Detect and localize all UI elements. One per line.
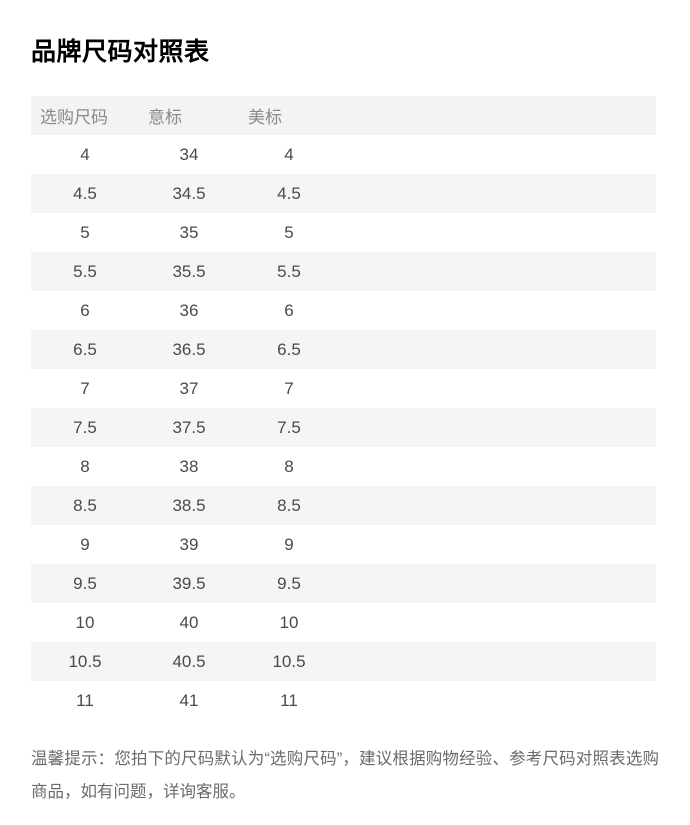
size-conversion-table: 选购尺码 意标 美标 4 34 4 4.5 34.5 4.5 5 35 5 5.5 35.5 5.5 6…: [31, 96, 656, 720]
table-row: 8.5 38.5 8.5: [31, 486, 656, 525]
cell-italian-size: 38.5: [139, 486, 239, 525]
cell-italian-size: 37.5: [139, 408, 239, 447]
cell-purchase-size: 9: [31, 525, 139, 564]
cell-us-size: 10: [239, 603, 339, 642]
cell-italian-size: 38: [139, 447, 239, 486]
cell-spacer: [339, 174, 656, 213]
cell-purchase-size: 6: [31, 291, 139, 330]
table-row: 8 38 8: [31, 447, 656, 486]
cell-italian-size: 39: [139, 525, 239, 564]
cell-purchase-size: 8.5: [31, 486, 139, 525]
cell-us-size: 6.5: [239, 330, 339, 369]
cell-purchase-size: 7: [31, 369, 139, 408]
table-row: 10 40 10: [31, 603, 656, 642]
cell-purchase-size: 6.5: [31, 330, 139, 369]
cell-spacer: [339, 564, 656, 603]
cell-spacer: [339, 369, 656, 408]
table-row: 7 37 7: [31, 369, 656, 408]
cell-italian-size: 34: [139, 135, 239, 174]
cell-purchase-size: 9.5: [31, 564, 139, 603]
cell-us-size: 11: [239, 681, 339, 720]
cell-italian-size: 35: [139, 213, 239, 252]
cell-us-size: 9: [239, 525, 339, 564]
cell-italian-size: 39.5: [139, 564, 239, 603]
table-header-row: 选购尺码 意标 美标: [31, 96, 656, 135]
cell-italian-size: 40.5: [139, 642, 239, 681]
cell-italian-size: 41: [139, 681, 239, 720]
cell-purchase-size: 10: [31, 603, 139, 642]
cell-italian-size: 37: [139, 369, 239, 408]
cell-spacer: [339, 135, 656, 174]
cell-spacer: [339, 291, 656, 330]
cell-purchase-size: 11: [31, 681, 139, 720]
cell-spacer: [339, 408, 656, 447]
table-row: 11 41 11: [31, 681, 656, 720]
footer-note: 温馨提示：您拍下的尺码默认为“选购尺码”，建议根据购物经验、参考尺码对照表选购商…: [31, 750, 659, 801]
column-header-purchase-size: 选购尺码: [31, 96, 139, 135]
cell-spacer: [339, 447, 656, 486]
table-row: 10.5 40.5 10.5: [31, 642, 656, 681]
cell-italian-size: 36.5: [139, 330, 239, 369]
cell-spacer: [339, 681, 656, 720]
cell-us-size: 5.5: [239, 252, 339, 291]
cell-spacer: [339, 486, 656, 525]
cell-purchase-size: 4: [31, 135, 139, 174]
cell-purchase-size: 7.5: [31, 408, 139, 447]
table-header: 选购尺码 意标 美标: [31, 96, 656, 135]
cell-us-size: 4: [239, 135, 339, 174]
cell-spacer: [339, 330, 656, 369]
cell-purchase-size: 5: [31, 213, 139, 252]
cell-us-size: 6: [239, 291, 339, 330]
table-row: 6 36 6: [31, 291, 656, 330]
table-row: 7.5 37.5 7.5: [31, 408, 656, 447]
cell-us-size: 9.5: [239, 564, 339, 603]
column-header-italian-size: 意标: [139, 96, 239, 135]
cell-italian-size: 40: [139, 603, 239, 642]
cell-spacer: [339, 525, 656, 564]
cell-us-size: 7: [239, 369, 339, 408]
cell-purchase-size: 5.5: [31, 252, 139, 291]
cell-spacer: [339, 603, 656, 642]
table-row: 9.5 39.5 9.5: [31, 564, 656, 603]
cell-purchase-size: 8: [31, 447, 139, 486]
cell-us-size: 10.5: [239, 642, 339, 681]
table-row: 4.5 34.5 4.5: [31, 174, 656, 213]
column-header-empty: [339, 96, 656, 135]
cell-us-size: 8.5: [239, 486, 339, 525]
cell-us-size: 7.5: [239, 408, 339, 447]
cell-spacer: [339, 252, 656, 291]
cell-us-size: 5: [239, 213, 339, 252]
cell-us-size: 8: [239, 447, 339, 486]
table-row: 5 35 5: [31, 213, 656, 252]
table-row: 6.5 36.5 6.5: [31, 330, 656, 369]
cell-spacer: [339, 213, 656, 252]
cell-purchase-size: 10.5: [31, 642, 139, 681]
cell-italian-size: 35.5: [139, 252, 239, 291]
table-body: 4 34 4 4.5 34.5 4.5 5 35 5 5.5 35.5 5.5 6 36 6 6.5 36.5 6…: [31, 135, 656, 720]
cell-italian-size: 36: [139, 291, 239, 330]
cell-us-size: 4.5: [239, 174, 339, 213]
column-header-us-size: 美标: [239, 96, 339, 135]
table-row: 4 34 4: [31, 135, 656, 174]
table-row: 9 39 9: [31, 525, 656, 564]
cell-italian-size: 34.5: [139, 174, 239, 213]
cell-purchase-size: 4.5: [31, 174, 139, 213]
cell-spacer: [339, 642, 656, 681]
page-title: 品牌尺码对照表: [31, 38, 210, 66]
table-row: 5.5 35.5 5.5: [31, 252, 656, 291]
